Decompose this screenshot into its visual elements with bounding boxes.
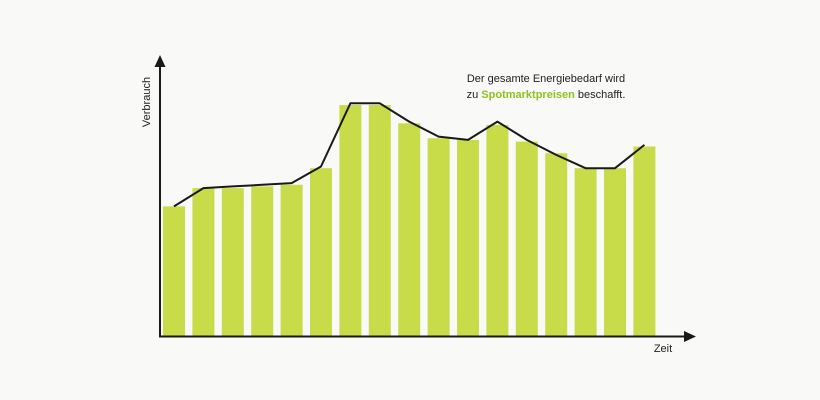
annotation-line-1: Der gesamte Energiebedarf wird (467, 73, 625, 85)
bar-9 (398, 123, 421, 336)
bar-17 (633, 146, 656, 336)
bar-7 (339, 105, 362, 336)
bar-5 (280, 184, 303, 336)
bar-14 (545, 153, 568, 336)
bar-4 (251, 186, 274, 336)
x-axis-arrow (684, 331, 696, 342)
bars-group (163, 105, 656, 337)
bar-3 (221, 188, 244, 336)
annotation-suffix: beschafft. (575, 89, 626, 101)
bar-2 (192, 188, 215, 336)
bar-11 (457, 139, 479, 336)
demand-line (173, 102, 646, 208)
annotation-prefix: zu (467, 89, 482, 101)
bar-15 (574, 168, 597, 336)
bar-13 (515, 141, 538, 336)
annotation-line-2: zu Spotmarktpreisen beschafft. (467, 89, 626, 101)
bar-1 (163, 206, 185, 336)
x-axis-label: Zeit (654, 343, 672, 355)
bar-8 (368, 105, 391, 336)
bar-10 (427, 138, 450, 336)
bar-16 (604, 168, 626, 336)
annotation-highlight: Spotmarktpreisen (481, 89, 575, 101)
bar-6 (310, 168, 332, 336)
bar-12 (486, 124, 509, 337)
y-axis-arrow (154, 55, 166, 67)
y-axis-label: Verbrauch (141, 77, 153, 127)
